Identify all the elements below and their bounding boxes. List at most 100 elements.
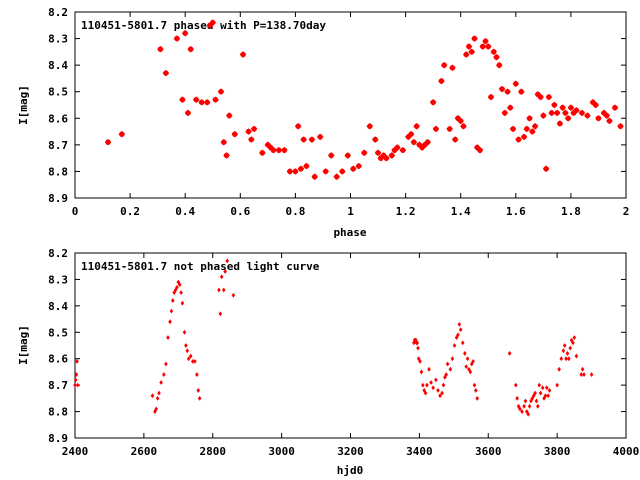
data-point (248, 136, 255, 143)
data-point (472, 382, 477, 388)
data-point (104, 139, 112, 146)
data-point (423, 390, 428, 396)
data-point (388, 152, 396, 159)
data-point (555, 382, 559, 388)
data-point (501, 109, 508, 117)
data-point (471, 358, 475, 364)
data-point (567, 104, 575, 111)
data-point (219, 274, 224, 280)
data-point (537, 382, 542, 388)
y-tick-label: 8.8 (48, 165, 68, 178)
data-point (286, 168, 294, 175)
data-point (415, 340, 420, 346)
data-point (226, 112, 233, 119)
data-point (197, 395, 202, 401)
x-axis-label: hjd0 (337, 464, 364, 477)
data-point (419, 369, 424, 375)
x-tick-label: 0.4 (175, 205, 195, 218)
data-point (526, 411, 530, 417)
data-point (239, 51, 247, 58)
data-point (568, 345, 573, 351)
data-point (432, 125, 440, 133)
data-point (553, 109, 561, 117)
data-point (173, 287, 178, 293)
data-point (416, 356, 421, 362)
x-tick-label: 2400 (62, 445, 89, 458)
data-point (509, 125, 517, 133)
data-point (177, 282, 182, 288)
data-point (218, 311, 223, 317)
data-point (449, 64, 456, 71)
data-point (383, 154, 390, 162)
data-point (518, 88, 525, 95)
data-point (440, 61, 448, 69)
data-point (498, 85, 506, 93)
data-point (561, 348, 566, 354)
data-point (445, 361, 450, 367)
data-point (195, 372, 199, 377)
data-point (275, 146, 283, 154)
data-point (557, 366, 561, 372)
data-point (512, 80, 519, 87)
data-point (441, 382, 446, 388)
data-point (221, 287, 226, 293)
data-point (75, 382, 80, 388)
data-point (184, 343, 188, 348)
data-point (548, 109, 555, 117)
y-tick-label: 8.5 (48, 326, 68, 339)
data-point (73, 377, 78, 383)
data-point (584, 112, 591, 119)
data-point (173, 35, 181, 42)
data-point (463, 351, 467, 356)
data-point (317, 133, 324, 141)
data-point (444, 372, 449, 377)
data-point (544, 385, 549, 391)
data-point (540, 112, 547, 119)
data-point (540, 385, 545, 391)
data-point (429, 99, 437, 106)
data-point (157, 46, 164, 53)
chart-title: 110451-5801.7 phased with P=138.70day (81, 19, 326, 32)
data-point (440, 390, 444, 396)
data-point (425, 382, 429, 388)
data-point (418, 358, 422, 364)
data-point (429, 380, 433, 385)
data-point (516, 403, 521, 409)
data-point (231, 131, 238, 138)
data-point (526, 115, 533, 122)
data-point (546, 393, 550, 399)
data-point (523, 398, 528, 404)
data-point (534, 398, 539, 404)
data-point (565, 351, 570, 356)
data-point (454, 335, 459, 340)
data-point (518, 406, 522, 412)
data-point (538, 390, 543, 396)
data-point (463, 51, 470, 58)
data-point (193, 358, 197, 364)
data-point (464, 364, 469, 370)
x-tick-label: 3200 (337, 445, 364, 458)
y-tick-label: 8.6 (48, 112, 68, 125)
data-point (438, 393, 442, 399)
data-point (186, 356, 191, 362)
data-point (168, 319, 172, 325)
data-point (361, 149, 368, 157)
data-point (328, 152, 335, 159)
data-point (166, 335, 170, 340)
data-point (448, 366, 453, 372)
data-point (479, 43, 486, 50)
data-point (562, 109, 569, 117)
x-tick-label: 1.2 (396, 205, 416, 218)
data-point (410, 139, 418, 146)
data-point (297, 165, 305, 172)
data-point (171, 298, 175, 303)
data-point (159, 380, 163, 385)
data-point (182, 30, 189, 37)
data-point (292, 168, 299, 175)
data-point (531, 123, 539, 130)
data-point (300, 136, 307, 143)
data-point (579, 372, 584, 377)
data-point (465, 356, 470, 362)
data-point (180, 300, 185, 306)
